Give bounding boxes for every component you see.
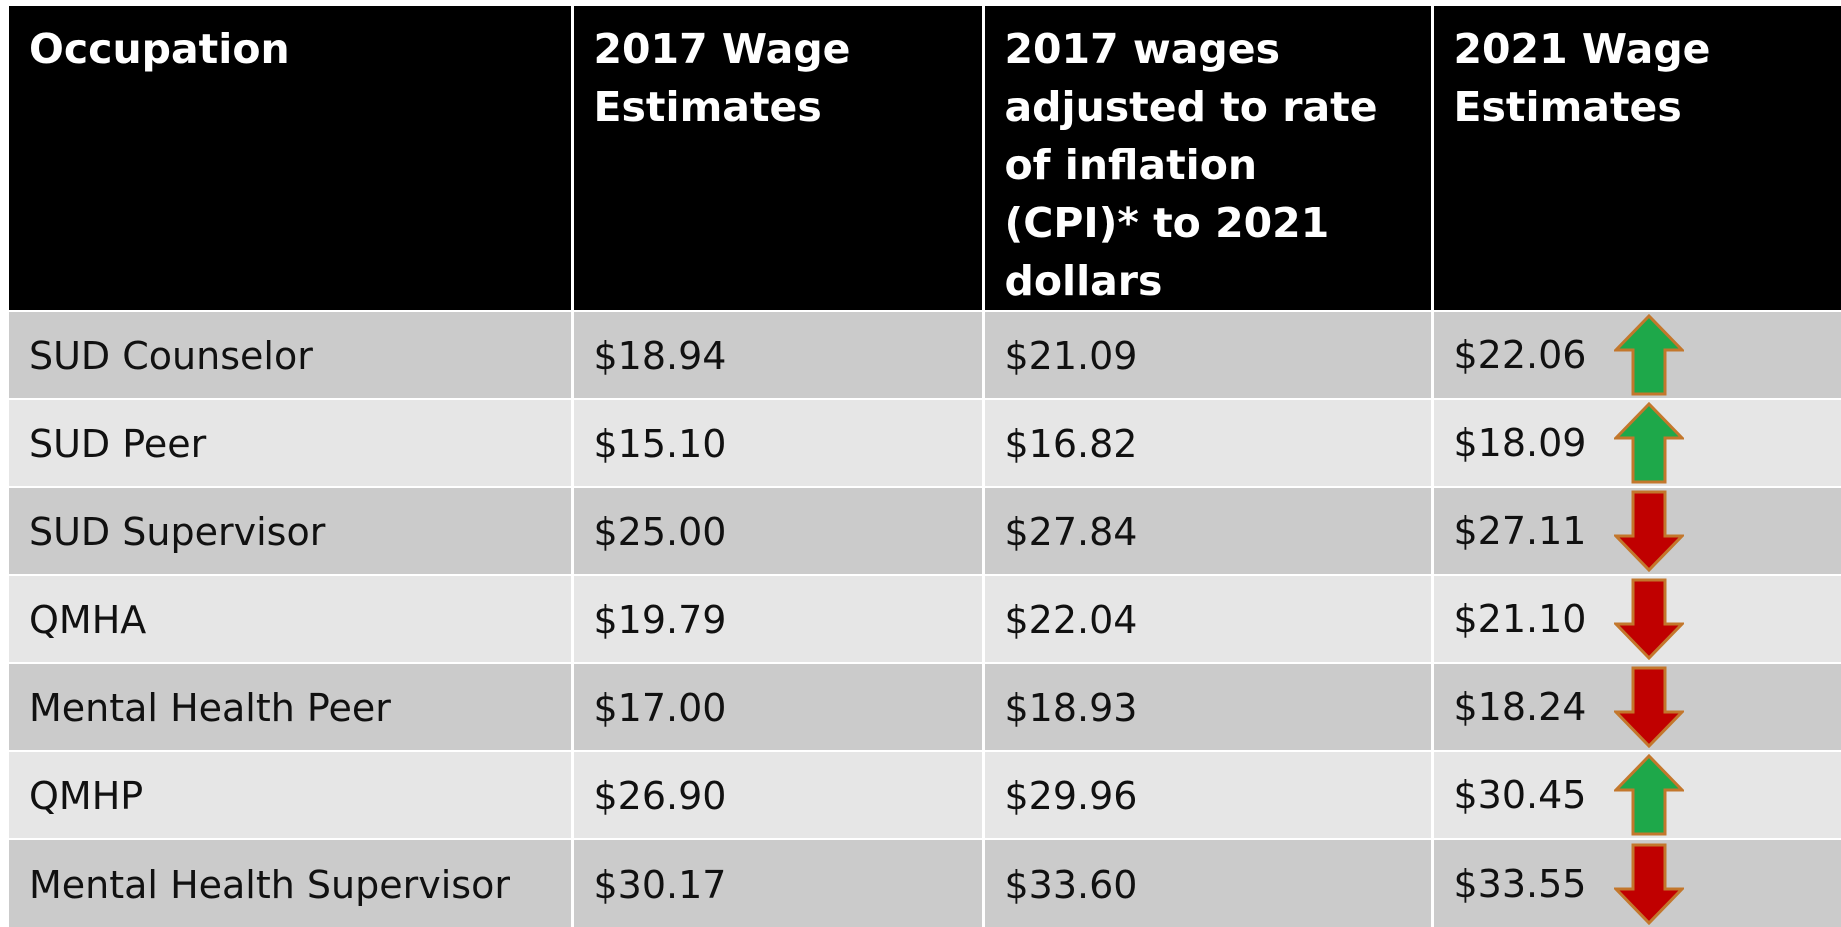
cell-text: SUD Supervisor [29,510,326,555]
up-arrow [1614,314,1684,396]
table-row: QMHP $26.90 $29.96 $30.45 [9,750,1841,839]
cell-text: $19.79 [593,598,727,643]
table-cell: $17.00 [570,662,983,751]
table-cell: $26.90 [570,750,983,839]
cell-text: $27.84 [1004,510,1138,555]
table-cell: QMHP [9,750,572,839]
header-cell: 2021 Wage Estimates [1430,6,1841,311]
down-arrow [1614,666,1684,748]
table-cell: $18.09 [1430,398,1841,487]
header-text: Occupation [29,25,290,73]
cell-text: Mental Health Peer [29,686,391,731]
header-cell: 2017 wages adjusted to rate of inflation… [981,6,1432,311]
up-arrow [1614,754,1684,836]
table-cell: $21.09 [981,310,1432,399]
cell-text: $33.55 [1453,861,1587,906]
table-cell: $22.06 [1430,310,1841,399]
cell-text: $18.93 [1004,686,1138,731]
table-cell: $21.10 [1430,574,1841,663]
table-cell: QMHA [9,574,572,663]
cell-text: $21.10 [1453,597,1587,641]
cell-text: QMHA [29,598,147,643]
cell-text: $33.60 [1004,862,1138,907]
cell-text: $30.45 [1453,773,1587,817]
table-cell: $27.84 [981,486,1432,575]
table-cell: Mental Health Peer [9,662,572,751]
down-arrow [1614,578,1684,660]
table-cell: $33.60 [981,838,1432,927]
table-cell: $22.04 [981,574,1432,663]
cell-text: $22.04 [1004,598,1138,643]
cell-text: $18.09 [1453,421,1587,465]
cell-text: $26.90 [593,774,727,819]
header-cell: Occupation [9,6,572,311]
table-cell: $30.45 [1430,750,1841,839]
table-cell: Mental Health Supervisor [9,838,572,927]
cell-text: SUD Counselor [29,334,313,379]
arrow-shape [1614,754,1684,836]
table-cell: $29.96 [981,750,1432,839]
cell-text: QMHP [29,774,144,819]
cell-text: $21.09 [1004,334,1138,379]
header-text: 2017 wages adjusted to rate of inflation… [1004,25,1378,305]
page: Occupation 2017 Wage Estimates 2017 wage… [9,6,1841,927]
cell-text: $18.24 [1453,685,1587,729]
table-cell: $30.17 [570,838,983,927]
table-cell: $15.10 [570,398,983,487]
table-cell: $18.24 [1430,662,1841,751]
down-arrow [1614,490,1684,572]
cell-text: $27.11 [1453,509,1587,553]
table-row: Mental Health Supervisor $30.17 $33.60 $33.… [9,838,1841,927]
table-cell: SUD Counselor [9,310,572,399]
down-arrow [1614,843,1684,924]
header-row: Occupation 2017 Wage Estimates 2017 wage… [9,6,1841,311]
cell-text: SUD Peer [29,422,207,467]
table-row: QMHA $19.79 $22.04 $21.10 [9,574,1841,663]
cell-text: $16.82 [1004,422,1138,467]
up-arrow [1614,402,1684,484]
arrow-shape [1614,666,1684,748]
arrow-shape [1614,490,1684,572]
arrow-shape [1614,314,1684,396]
cell-text: Mental Health Supervisor [29,862,510,907]
cell-text: $22.06 [1453,333,1587,377]
header-text: 2021 Wage Estimates [1453,25,1711,131]
table-row: SUD Peer $15.10 $16.82 $18.09 [9,398,1841,487]
header-cell: 2017 Wage Estimates [570,6,983,311]
header-text: 2017 Wage Estimates [593,25,851,131]
table-cell: SUD Supervisor [9,486,572,575]
table-cell: $18.93 [981,662,1432,751]
cell-text: $29.96 [1004,774,1138,819]
table-cell: $33.55 [1430,838,1841,927]
table-row: Mental Health Peer $17.00 $18.93 $18.24 [9,662,1841,751]
table-cell: $19.79 [570,574,983,663]
table-cell: SUD Peer [9,398,572,487]
table-cell: $18.94 [570,310,983,399]
cell-text: $30.17 [593,862,727,907]
table-cell: $27.11 [1430,486,1841,575]
table-row: SUD Counselor $18.94 $21.09 $22.06 [9,310,1841,399]
arrow-shape [1614,578,1684,660]
table-cell: $25.00 [570,486,983,575]
table-cell: $16.82 [981,398,1432,487]
table-row: SUD Supervisor $25.00 $27.84 $27.11 [9,486,1841,575]
cell-text: $18.94 [593,334,727,379]
wage-table: Occupation 2017 Wage Estimates 2017 wage… [9,6,1841,927]
cell-text: $25.00 [593,510,727,555]
cell-text: $17.00 [593,686,727,731]
cell-text: $15.10 [593,422,727,467]
arrow-shape [1614,402,1684,484]
arrow-shape [1614,843,1684,924]
